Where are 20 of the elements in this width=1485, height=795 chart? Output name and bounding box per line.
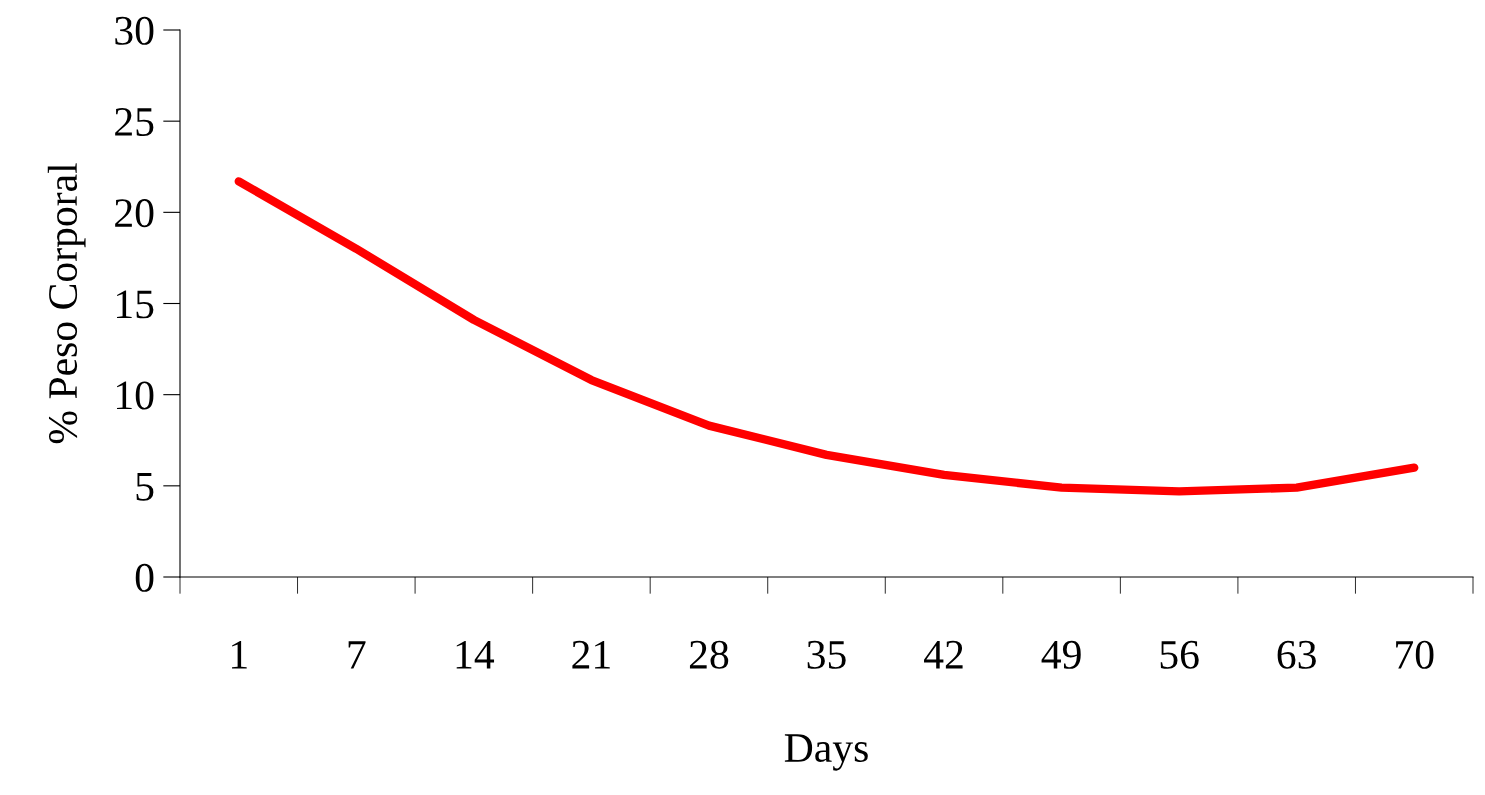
x-tick-label: 14 bbox=[456, 640, 495, 669]
x-tick-label: 63 bbox=[1277, 640, 1316, 669]
y-tick-label: 10 bbox=[117, 381, 154, 410]
x-tick-label: 1 bbox=[232, 640, 247, 669]
y-axis-title: % Peso Corporal bbox=[47, 163, 86, 444]
x-tick-label: 7 bbox=[348, 641, 366, 669]
y-tick-label: 25 bbox=[115, 108, 154, 137]
x-tick-label: 42 bbox=[924, 640, 963, 669]
x-tick-label: 28 bbox=[689, 640, 729, 669]
x-tick-label: 21 bbox=[572, 640, 610, 669]
x-tick-label: 56 bbox=[1160, 640, 1199, 669]
x-tick-label: 49 bbox=[1041, 640, 1081, 669]
y-tick-label: 20 bbox=[115, 199, 154, 228]
y-tick-label: 30 bbox=[115, 16, 154, 45]
x-tick-label: 35 bbox=[807, 640, 846, 669]
y-tick-label: 5 bbox=[136, 473, 154, 501]
y-tick-label: 15 bbox=[117, 290, 154, 319]
x-axis-title: Days bbox=[784, 734, 868, 771]
y-tick-label: 0 bbox=[135, 563, 154, 592]
x-tick-label: 70 bbox=[1396, 640, 1434, 669]
